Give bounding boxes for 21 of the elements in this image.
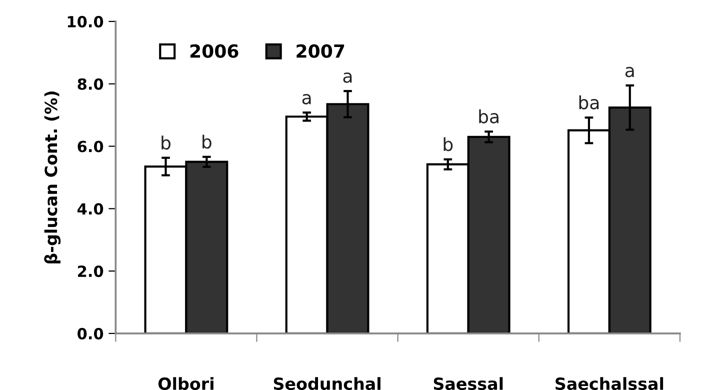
data-label: b — [444, 137, 453, 152]
legend-label: 2007 — [296, 44, 344, 58]
y-tick-label: 0.0 — [78, 328, 104, 340]
x-tick-label: Saessal — [434, 377, 503, 390]
x-tick-label: Saechalssal — [556, 377, 664, 390]
y-axis-title: β-glucan Cont. (%) — [44, 92, 61, 264]
y-tick-label: 4.0 — [77, 203, 104, 215]
y-tick-label: 2.0 — [78, 266, 104, 278]
y-tick-label: 8.0 — [78, 78, 104, 90]
x-tick-label: Olbori — [158, 377, 214, 390]
data-label: a — [343, 72, 352, 83]
y-tick-label: 6.0 — [78, 140, 104, 152]
data-label: a — [302, 94, 311, 104]
data-label: ba — [479, 109, 498, 124]
x-tick-label: Seodunchal — [274, 377, 380, 390]
data-label: b — [202, 134, 212, 149]
data-label: b — [162, 136, 170, 150]
data-label: a — [625, 66, 634, 78]
data-label: ba — [579, 95, 599, 110]
y-tick-label: 10.0 — [68, 16, 104, 28]
legend-label: 2006 — [190, 44, 238, 58]
